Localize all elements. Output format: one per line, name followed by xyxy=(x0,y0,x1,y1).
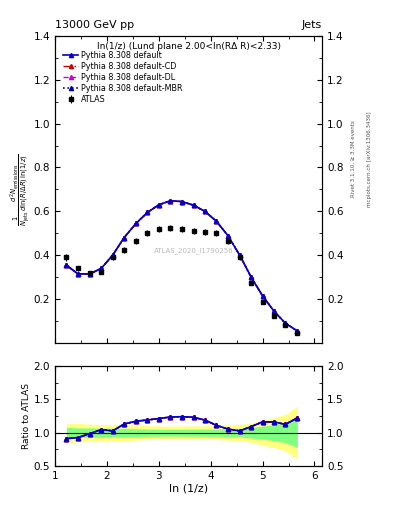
Pythia 8.308 default xyxy=(295,328,300,334)
Pythia 8.308 default xyxy=(168,198,173,204)
Pythia 8.308 default-DL xyxy=(237,252,242,259)
Pythia 8.308 default-MBR xyxy=(295,328,300,334)
Pythia 8.308 default-CD xyxy=(179,199,184,205)
Pythia 8.308 default-CD xyxy=(64,262,69,268)
Pythia 8.308 default-MBR xyxy=(75,271,80,277)
Pythia 8.308 default xyxy=(179,199,184,205)
Pythia 8.308 default-DL xyxy=(145,209,150,216)
Pythia 8.308 default xyxy=(87,271,92,277)
Pythia 8.308 default-MBR xyxy=(237,252,242,259)
Pythia 8.308 default-CD xyxy=(122,234,127,241)
Y-axis label: Ratio to ATLAS: Ratio to ATLAS xyxy=(22,383,31,449)
Pythia 8.308 default-DL xyxy=(203,208,208,215)
Pythia 8.308 default-CD xyxy=(203,208,208,215)
Pythia 8.308 default xyxy=(237,252,242,259)
Pythia 8.308 default-MBR xyxy=(191,202,196,208)
Pythia 8.308 default-CD xyxy=(249,274,253,280)
Text: mcplots.cern.ch [arXiv:1306.3436]: mcplots.cern.ch [arXiv:1306.3436] xyxy=(367,111,372,206)
Pythia 8.308 default xyxy=(64,262,69,268)
Text: Rivet 3.1.10, ≥ 3.3M events: Rivet 3.1.10, ≥ 3.3M events xyxy=(351,120,356,197)
Pythia 8.308 default-DL xyxy=(99,265,104,271)
Pythia 8.308 default-MBR xyxy=(168,198,173,204)
Pythia 8.308 default-DL xyxy=(110,252,115,259)
Pythia 8.308 default-DL xyxy=(64,262,69,268)
Pythia 8.308 default-DL xyxy=(249,274,253,280)
Line: Pythia 8.308 default-MBR: Pythia 8.308 default-MBR xyxy=(64,199,299,333)
Pythia 8.308 default xyxy=(272,308,276,314)
Pythia 8.308 default-CD xyxy=(272,308,276,314)
Pythia 8.308 default-DL xyxy=(168,198,173,204)
Pythia 8.308 default-MBR xyxy=(64,262,69,268)
Pythia 8.308 default-CD xyxy=(260,293,265,299)
Pythia 8.308 default-MBR xyxy=(260,293,265,299)
Pythia 8.308 default-CD xyxy=(191,202,196,208)
Pythia 8.308 default-CD xyxy=(226,232,230,239)
Y-axis label: $\frac{1}{N_\mathregular{jets}}\frac{d^2N_\mathregular{emissions}}{d\ln(R/\Delta: $\frac{1}{N_\mathregular{jets}}\frac{d^2… xyxy=(9,153,32,226)
Pythia 8.308 default xyxy=(156,202,161,208)
Pythia 8.308 default-MBR xyxy=(249,274,253,280)
Pythia 8.308 default xyxy=(110,252,115,259)
Pythia 8.308 default xyxy=(134,220,138,226)
Pythia 8.308 default-MBR xyxy=(145,209,150,216)
Line: Pythia 8.308 default: Pythia 8.308 default xyxy=(64,199,299,333)
Pythia 8.308 default-MBR xyxy=(214,218,219,224)
Pythia 8.308 default-CD xyxy=(283,320,288,326)
Legend: Pythia 8.308 default, Pythia 8.308 default-CD, Pythia 8.308 default-DL, Pythia 8: Pythia 8.308 default, Pythia 8.308 defau… xyxy=(62,49,184,105)
Pythia 8.308 default-DL xyxy=(260,293,265,299)
Text: ln(1/z) (Lund plane 2.00<ln(RΔ R)<2.33): ln(1/z) (Lund plane 2.00<ln(RΔ R)<2.33) xyxy=(97,42,281,51)
Pythia 8.308 default xyxy=(283,320,288,326)
Pythia 8.308 default-DL xyxy=(226,232,230,239)
Pythia 8.308 default-CD xyxy=(214,218,219,224)
Pythia 8.308 default xyxy=(145,209,150,216)
Pythia 8.308 default xyxy=(260,293,265,299)
Line: Pythia 8.308 default-CD: Pythia 8.308 default-CD xyxy=(64,199,299,333)
Pythia 8.308 default-MBR xyxy=(226,232,230,239)
Pythia 8.308 default-CD xyxy=(110,252,115,259)
Pythia 8.308 default-CD xyxy=(134,220,138,226)
Text: Jets: Jets xyxy=(302,19,322,30)
Pythia 8.308 default xyxy=(226,232,230,239)
Pythia 8.308 default xyxy=(203,208,208,215)
Pythia 8.308 default-MBR xyxy=(87,271,92,277)
Pythia 8.308 default-MBR xyxy=(272,308,276,314)
Pythia 8.308 default-DL xyxy=(156,202,161,208)
Pythia 8.308 default-MBR xyxy=(156,202,161,208)
Pythia 8.308 default-CD xyxy=(237,252,242,259)
Pythia 8.308 default-DL xyxy=(295,328,300,334)
Pythia 8.308 default-DL xyxy=(134,220,138,226)
Pythia 8.308 default-MBR xyxy=(283,320,288,326)
Pythia 8.308 default-DL xyxy=(272,308,276,314)
Pythia 8.308 default-DL xyxy=(87,271,92,277)
Pythia 8.308 default xyxy=(99,265,104,271)
Pythia 8.308 default xyxy=(249,274,253,280)
Pythia 8.308 default-DL xyxy=(122,234,127,241)
Pythia 8.308 default-MBR xyxy=(203,208,208,215)
Pythia 8.308 default-DL xyxy=(179,199,184,205)
Pythia 8.308 default-MBR xyxy=(122,234,127,241)
Pythia 8.308 default-MBR xyxy=(110,252,115,259)
Text: 13000 GeV pp: 13000 GeV pp xyxy=(55,19,134,30)
Pythia 8.308 default-CD xyxy=(168,198,173,204)
Pythia 8.308 default-MBR xyxy=(179,199,184,205)
Pythia 8.308 default-DL xyxy=(283,320,288,326)
Pythia 8.308 default-DL xyxy=(191,202,196,208)
Pythia 8.308 default xyxy=(191,202,196,208)
X-axis label: ln (1/z): ln (1/z) xyxy=(169,483,208,494)
Pythia 8.308 default-MBR xyxy=(134,220,138,226)
Line: Pythia 8.308 default-DL: Pythia 8.308 default-DL xyxy=(64,199,299,333)
Pythia 8.308 default-CD xyxy=(156,202,161,208)
Pythia 8.308 default xyxy=(214,218,219,224)
Pythia 8.308 default-DL xyxy=(214,218,219,224)
Pythia 8.308 default-MBR xyxy=(99,265,104,271)
Pythia 8.308 default-CD xyxy=(295,328,300,334)
Pythia 8.308 default-CD xyxy=(145,209,150,216)
Pythia 8.308 default-CD xyxy=(99,265,104,271)
Pythia 8.308 default-DL xyxy=(75,271,80,277)
Pythia 8.308 default-CD xyxy=(87,271,92,277)
Text: ATLAS_2020_I1790256: ATLAS_2020_I1790256 xyxy=(154,247,234,254)
Pythia 8.308 default xyxy=(75,271,80,277)
Pythia 8.308 default xyxy=(122,234,127,241)
Pythia 8.308 default-CD xyxy=(75,271,80,277)
